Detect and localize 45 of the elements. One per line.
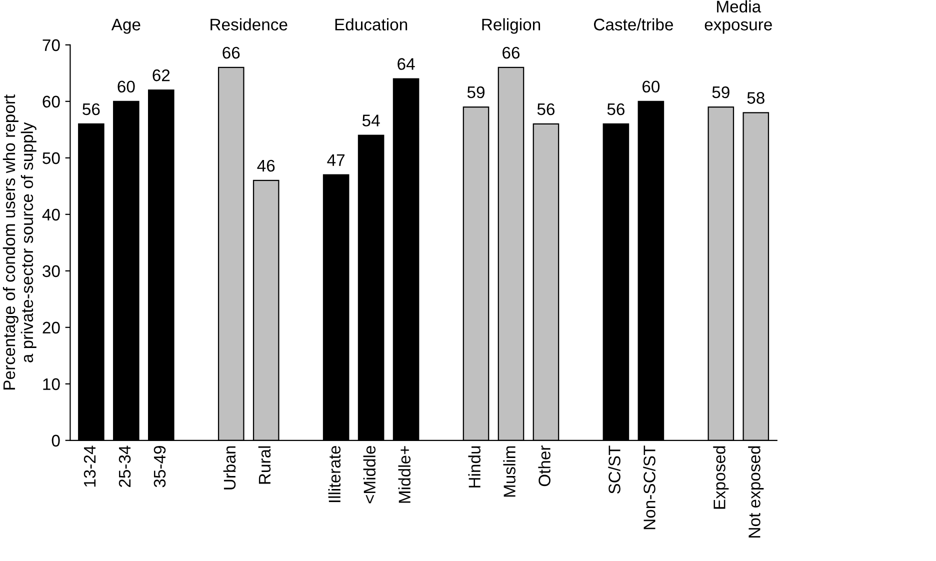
- y-tick-label: 60: [42, 96, 60, 108]
- x-tick-label: Muslim: [503, 446, 516, 497]
- text: Caste/tribe: [594, 18, 673, 30]
- x-tick-label: 25-34: [118, 446, 131, 488]
- y-tick-label: 0: [52, 434, 60, 447]
- text: Media exposure: [704, 0, 772, 34]
- data-label: 59: [712, 86, 730, 98]
- text: Religion: [482, 18, 540, 34]
- data-label: 54: [362, 114, 380, 126]
- data-label: 58: [747, 92, 764, 104]
- x-tick-label: Non-SC/ST: [643, 446, 656, 530]
- data-label: 62: [152, 69, 170, 82]
- text: Education: [335, 18, 408, 30]
- data-label: 59: [467, 86, 484, 98]
- x-tick-label: Urban: [223, 446, 236, 490]
- x-tick-label: Exposed: [713, 446, 729, 509]
- data-label: 64: [398, 58, 415, 70]
- x-tick-label: Middle+: [398, 446, 411, 503]
- x-tick-label: Other: [538, 446, 550, 486]
- y-tick-label: 10: [43, 378, 60, 390]
- data-label: 56: [537, 103, 555, 116]
- y-axis-title: Percentage of condom users who report a private-sector source of supply: [2, 94, 36, 390]
- data-label: 60: [642, 80, 660, 93]
- data-label: 66: [502, 46, 520, 59]
- data-label: 66: [222, 46, 240, 59]
- data-label: 46: [257, 160, 275, 172]
- data-label: 60: [118, 80, 135, 93]
- data-label: 47: [327, 154, 345, 166]
- y-tick-label: 40: [42, 208, 60, 221]
- y-tick-label: 30: [42, 265, 60, 278]
- y-tick-label: 50: [42, 152, 60, 164]
- x-tick-label: Not exposed: [748, 446, 764, 538]
- y-tick-label: 20: [42, 322, 60, 334]
- data-label: 56: [607, 103, 624, 116]
- data-label: 56: [82, 103, 100, 116]
- x-tick-label: 35-49: [154, 446, 166, 488]
- text: Age: [111, 18, 140, 34]
- x-tick-label: Rural: [258, 446, 271, 484]
- x-tick-label: Hindu: [468, 446, 480, 488]
- text: Residence: [210, 18, 288, 30]
- x-tick-label: SC/ST: [608, 446, 620, 494]
- x-tick-label: Illiterate: [328, 446, 341, 502]
- x-tick-label: <Middle: [363, 446, 376, 504]
- y-tick-label: 70: [42, 39, 60, 52]
- x-tick-label: 13-24: [84, 446, 96, 487]
